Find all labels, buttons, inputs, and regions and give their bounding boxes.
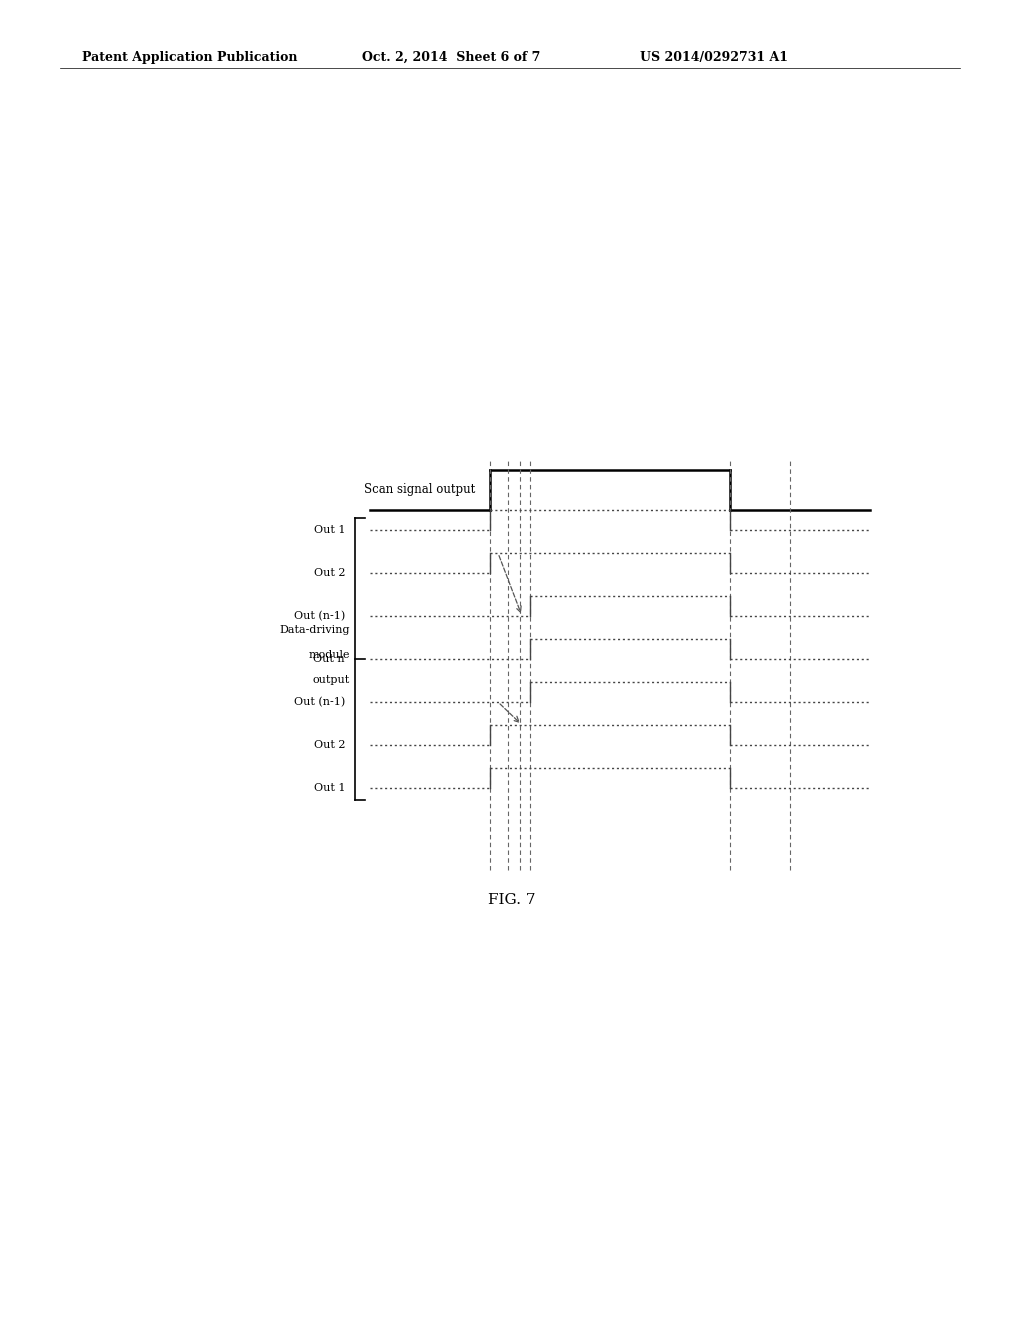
- Text: Out (n-1): Out (n-1): [294, 697, 345, 708]
- Text: Oct. 2, 2014  Sheet 6 of 7: Oct. 2, 2014 Sheet 6 of 7: [362, 50, 541, 63]
- Text: Out (n-1): Out (n-1): [294, 611, 345, 622]
- Text: Out 1: Out 1: [313, 525, 345, 535]
- Text: Out n: Out n: [313, 653, 345, 664]
- Text: Out 2: Out 2: [313, 568, 345, 578]
- Text: FIG. 7: FIG. 7: [488, 894, 536, 907]
- Text: output: output: [312, 675, 350, 685]
- Text: Scan signal output: Scan signal output: [364, 483, 475, 496]
- Text: US 2014/0292731 A1: US 2014/0292731 A1: [640, 50, 788, 63]
- Text: Patent Application Publication: Patent Application Publication: [82, 50, 298, 63]
- Text: Data-driving: Data-driving: [280, 624, 350, 635]
- Text: module: module: [308, 649, 350, 660]
- Text: Out 2: Out 2: [313, 741, 345, 750]
- Text: Out 1: Out 1: [313, 783, 345, 793]
